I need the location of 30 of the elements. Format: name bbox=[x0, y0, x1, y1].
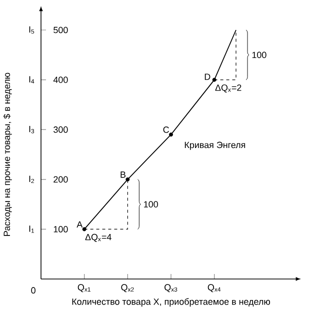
x-tick-label: Q$_{x3}$ bbox=[164, 284, 178, 292]
annotation: A bbox=[76, 221, 83, 228]
x-tick-label: Q$_{x1}$ bbox=[78, 284, 90, 292]
y-tick-label: 400 bbox=[53, 76, 68, 83]
text: I$_{5}$ bbox=[29, 26, 34, 34]
annotation: B bbox=[120, 172, 126, 178]
text: 0 bbox=[31, 287, 36, 294]
y-tick-label: 500 bbox=[54, 26, 68, 34]
point bbox=[126, 177, 130, 182]
y-tick-label: 200 bbox=[54, 176, 68, 183]
point bbox=[169, 132, 173, 137]
annotation: 100 bbox=[144, 201, 158, 208]
x-axis-title: Количество товара X, приобретаемое в неделю bbox=[72, 298, 270, 307]
text: I$_{1}$ bbox=[29, 226, 34, 233]
x-tick-label: Q$_{x2}$ bbox=[121, 284, 134, 292]
text: I$_{3}$ bbox=[29, 126, 34, 134]
text: I$_{2}$ bbox=[29, 176, 34, 184]
annotation: ΔQ$_{x}$=2 bbox=[215, 84, 242, 92]
y-axis-title: Расходы на прочие товары, $ в неделю bbox=[3, 72, 12, 236]
point bbox=[82, 227, 86, 232]
annotation: ΔQ$_{x}$=4 bbox=[85, 234, 112, 242]
y-tick-label: 300 bbox=[54, 126, 68, 133]
y-tick-label: 100 bbox=[54, 226, 68, 232]
x-tick-label: Q$_{x4}$ bbox=[208, 284, 221, 292]
point bbox=[212, 78, 216, 82]
series-label: Кривая Энгеля bbox=[184, 142, 246, 150]
text: 100 bbox=[252, 52, 266, 58]
annotation: D bbox=[204, 74, 210, 80]
annotation: C bbox=[163, 126, 169, 133]
text: I$_{4}$ bbox=[29, 76, 34, 84]
